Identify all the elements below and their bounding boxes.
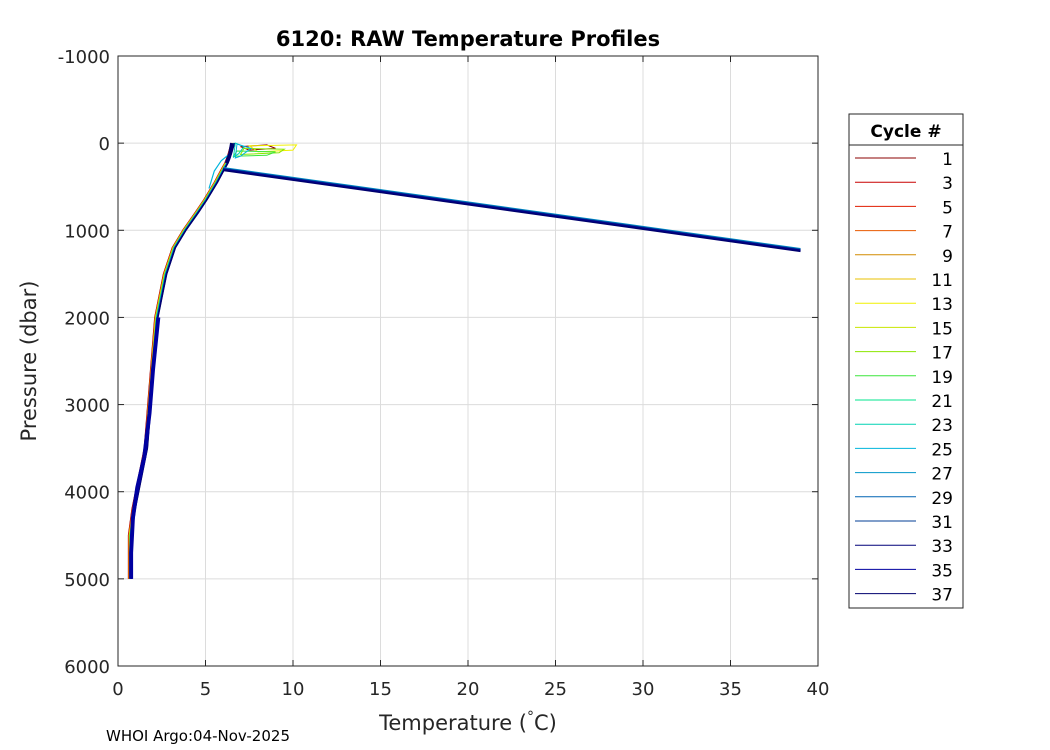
legend-label-cycle-9: 9 <box>942 247 953 267</box>
legend-label-cycle-1: 1 <box>942 150 953 170</box>
y-tick-label: 4000 <box>64 483 110 504</box>
legend-label-cycle-27: 27 <box>931 465 953 485</box>
legend-label-cycle-11: 11 <box>931 271 953 291</box>
x-axis-title: Temperature (°C) <box>378 709 557 735</box>
series-layer <box>127 142 801 579</box>
x-tick-label: 35 <box>719 679 742 700</box>
legend-label-cycle-21: 21 <box>931 392 953 412</box>
x-tick-label: 10 <box>282 679 305 700</box>
legend-box <box>848 113 964 609</box>
y-tick-label: 0 <box>99 134 110 155</box>
surface-loop-6 <box>234 143 253 159</box>
spike-line-cycle-37 <box>222 169 801 253</box>
x-tick-label: 40 <box>807 679 830 700</box>
upper-profile-bold <box>224 142 234 164</box>
y-tick-label: 3000 <box>64 396 110 417</box>
x-axis-unit: C) <box>534 711 557 735</box>
legend-label-cycle-23: 23 <box>931 416 953 436</box>
y-tick-label: 2000 <box>64 308 110 329</box>
legend-label-cycle-7: 7 <box>942 223 953 243</box>
surface-loop-3 <box>239 147 286 156</box>
y-tick-label: 5000 <box>64 570 110 591</box>
y-axis-title: Pressure (dbar) <box>17 281 41 442</box>
legend-label-cycle-17: 17 <box>931 344 953 364</box>
legend-label-cycle-3: 3 <box>942 174 953 194</box>
legend-label-cycle-15: 15 <box>931 319 953 339</box>
x-axis-degree-sign: ° <box>527 709 534 725</box>
footer-credit: WHOI Argo:04-Nov-2025 <box>106 727 290 745</box>
surface-loop-4 <box>232 150 276 157</box>
x-tick-label: 5 <box>200 679 211 700</box>
x-tick-label: 30 <box>632 679 655 700</box>
legend-label-cycle-25: 25 <box>931 440 953 460</box>
x-tick-label: 20 <box>457 679 480 700</box>
legend: Cycle # 13579111315171921232527293133353… <box>848 113 964 609</box>
x-tick-label: 15 <box>369 679 392 700</box>
legend-label-cycle-35: 35 <box>931 561 953 581</box>
legend-label-cycle-5: 5 <box>942 198 953 218</box>
y-tick-label: 1000 <box>64 221 110 242</box>
legend-label-cycle-31: 31 <box>931 513 953 533</box>
chart-title: 6120: RAW Temperature Profiles <box>276 27 660 51</box>
x-axis-title-text: Temperature ( <box>378 711 527 735</box>
legend-label-cycle-19: 19 <box>931 368 953 388</box>
legend-label-cycle-13: 13 <box>931 295 953 315</box>
x-tick-label: 25 <box>544 679 567 700</box>
legend-title: Cycle # <box>870 122 941 142</box>
deep-profile-bold <box>129 317 161 579</box>
legend-label-cycle-37: 37 <box>931 586 953 606</box>
x-tick-label: 0 <box>112 679 123 700</box>
surface-loop-2 <box>247 144 298 153</box>
y-tick-label: 6000 <box>64 657 110 678</box>
legend-label-cycle-33: 33 <box>931 537 953 557</box>
axis-ticks: 0 5 10 15 20 25 30 35 40 -1000 0 1000 2000 3000 4000 50… <box>58 47 830 700</box>
legend-label-cycle-29: 29 <box>931 489 953 509</box>
upper-branch-line <box>208 153 231 189</box>
y-tick-label: -1000 <box>58 47 110 68</box>
